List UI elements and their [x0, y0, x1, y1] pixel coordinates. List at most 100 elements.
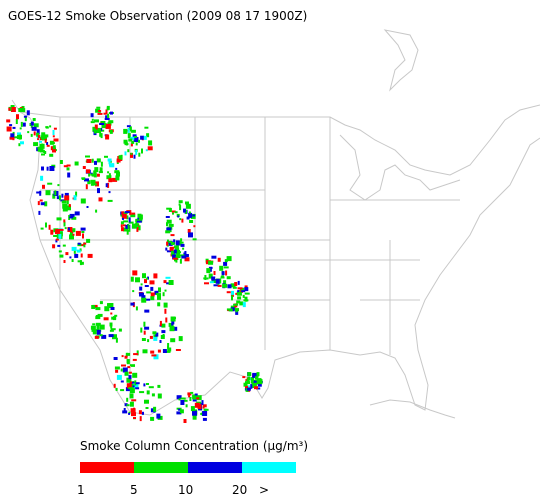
smoke-pixel: [178, 200, 183, 204]
smoke-pixel: [184, 257, 190, 262]
smoke-pixel: [10, 105, 15, 107]
smoke-pixel: [71, 259, 74, 262]
smoke-pixel: [246, 379, 249, 382]
smoke-pixel: [128, 375, 132, 380]
smoke-pixel: [64, 227, 67, 230]
legend-title: Smoke Column Concentration (μg/m³): [80, 439, 308, 453]
smoke-pixel: [142, 295, 146, 298]
smoke-pixel: [126, 383, 132, 389]
smoke-pixel: [112, 334, 117, 340]
smoke-pixel: [217, 284, 222, 287]
smoke-pixel: [67, 172, 71, 178]
smoke-pixel: [33, 131, 36, 136]
smoke-pixel: [49, 140, 54, 145]
smoke-pixel: [237, 290, 240, 293]
smoke-pixel: [32, 118, 36, 121]
smoke-pixel: [192, 214, 196, 217]
smoke-pixel: [165, 276, 171, 279]
smoke-pixel: [77, 260, 81, 263]
smoke-pixel: [175, 349, 181, 351]
smoke-pixel: [124, 143, 129, 146]
smoke-pixel: [201, 400, 204, 406]
smoke-pixel: [179, 205, 182, 211]
smoke-pixel: [100, 161, 103, 167]
smoke-pixel: [94, 128, 96, 134]
smoke-pixel: [179, 218, 182, 221]
smoke-pixel: [237, 280, 240, 285]
smoke-pixel: [79, 244, 84, 247]
smoke-pixel: [127, 133, 131, 139]
smoke-pixel: [81, 231, 85, 233]
smoke-pixel: [108, 120, 114, 124]
smoke-pixel: [125, 352, 128, 357]
smoke-pixel: [59, 160, 63, 164]
smoke-pixel: [236, 300, 241, 304]
smoke-pixel: [135, 306, 138, 311]
smoke-pixel: [42, 135, 47, 141]
smoke-pixel: [71, 230, 74, 233]
smoke-pixel: [130, 381, 132, 384]
smoke-pixel: [175, 240, 180, 246]
smoke-pixel: [138, 139, 140, 143]
smoke-pixel: [173, 239, 176, 245]
smoke-pixel: [196, 397, 200, 400]
smoke-pixel: [10, 107, 16, 112]
smoke-pixel: [242, 302, 246, 308]
smoke-pixel: [165, 247, 168, 251]
smoke-pixel: [148, 140, 153, 146]
smoke-pixel: [162, 349, 167, 353]
smoke-pixel: [179, 251, 181, 254]
smoke-pixel: [141, 412, 144, 415]
smoke-pixel: [167, 347, 172, 352]
smoke-pixel: [174, 258, 176, 262]
smoke-pixel: [114, 366, 120, 370]
smoke-pixel: [107, 171, 110, 174]
smoke-pixel: [166, 227, 172, 231]
smoke-pixel: [82, 233, 84, 239]
smoke-pixel: [115, 167, 118, 170]
smoke-pixel: [257, 381, 262, 387]
smoke-pixel: [143, 383, 146, 387]
smoke-pixel: [178, 203, 181, 206]
smoke-pixel: [107, 199, 113, 202]
smoke-pixel: [130, 152, 133, 155]
smoke-pixel: [166, 207, 172, 210]
smoke-pixel: [64, 195, 70, 201]
smoke-pixel: [122, 217, 124, 220]
smoke-pixel: [251, 384, 257, 388]
smoke-pixel: [144, 126, 149, 129]
smoke-pixel: [244, 296, 248, 302]
smoke-pixel: [244, 287, 249, 292]
smoke-pixel: [97, 313, 103, 317]
smoke-pixel: [52, 244, 56, 249]
smoke-pixel: [95, 181, 99, 187]
smoke-pixel: [257, 379, 263, 385]
smoke-pixel: [145, 149, 148, 152]
smoke-pixel: [211, 276, 216, 281]
smoke-pixel: [105, 134, 110, 140]
smoke-pixel: [65, 252, 69, 256]
smoke-pixel: [104, 118, 110, 120]
smoke-pixel: [44, 138, 47, 143]
smoke-pixel: [67, 227, 70, 231]
smoke-pixel: [140, 283, 143, 286]
smoke-pixel: [242, 376, 246, 379]
smoke-pixel: [84, 178, 89, 182]
smoke-pixel: [22, 122, 26, 127]
map-title: GOES-12 Smoke Observation (2009 08 17 19…: [8, 9, 307, 23]
smoke-pixel: [26, 110, 30, 116]
smoke-pixel: [194, 393, 198, 396]
smoke-pixel: [244, 292, 250, 295]
smoke-pixel: [153, 273, 158, 279]
smoke-pixel: [135, 382, 140, 385]
smoke-pixel: [94, 124, 98, 130]
smoke-pixel: [133, 383, 139, 389]
smoke-pixel: [144, 279, 147, 284]
smoke-pixel: [47, 182, 53, 185]
smoke-pixel: [171, 250, 176, 256]
smoke-pixel: [166, 222, 168, 227]
smoke-pixel: [128, 412, 131, 415]
smoke-pixel: [142, 349, 148, 354]
smoke-pixel: [121, 355, 124, 358]
